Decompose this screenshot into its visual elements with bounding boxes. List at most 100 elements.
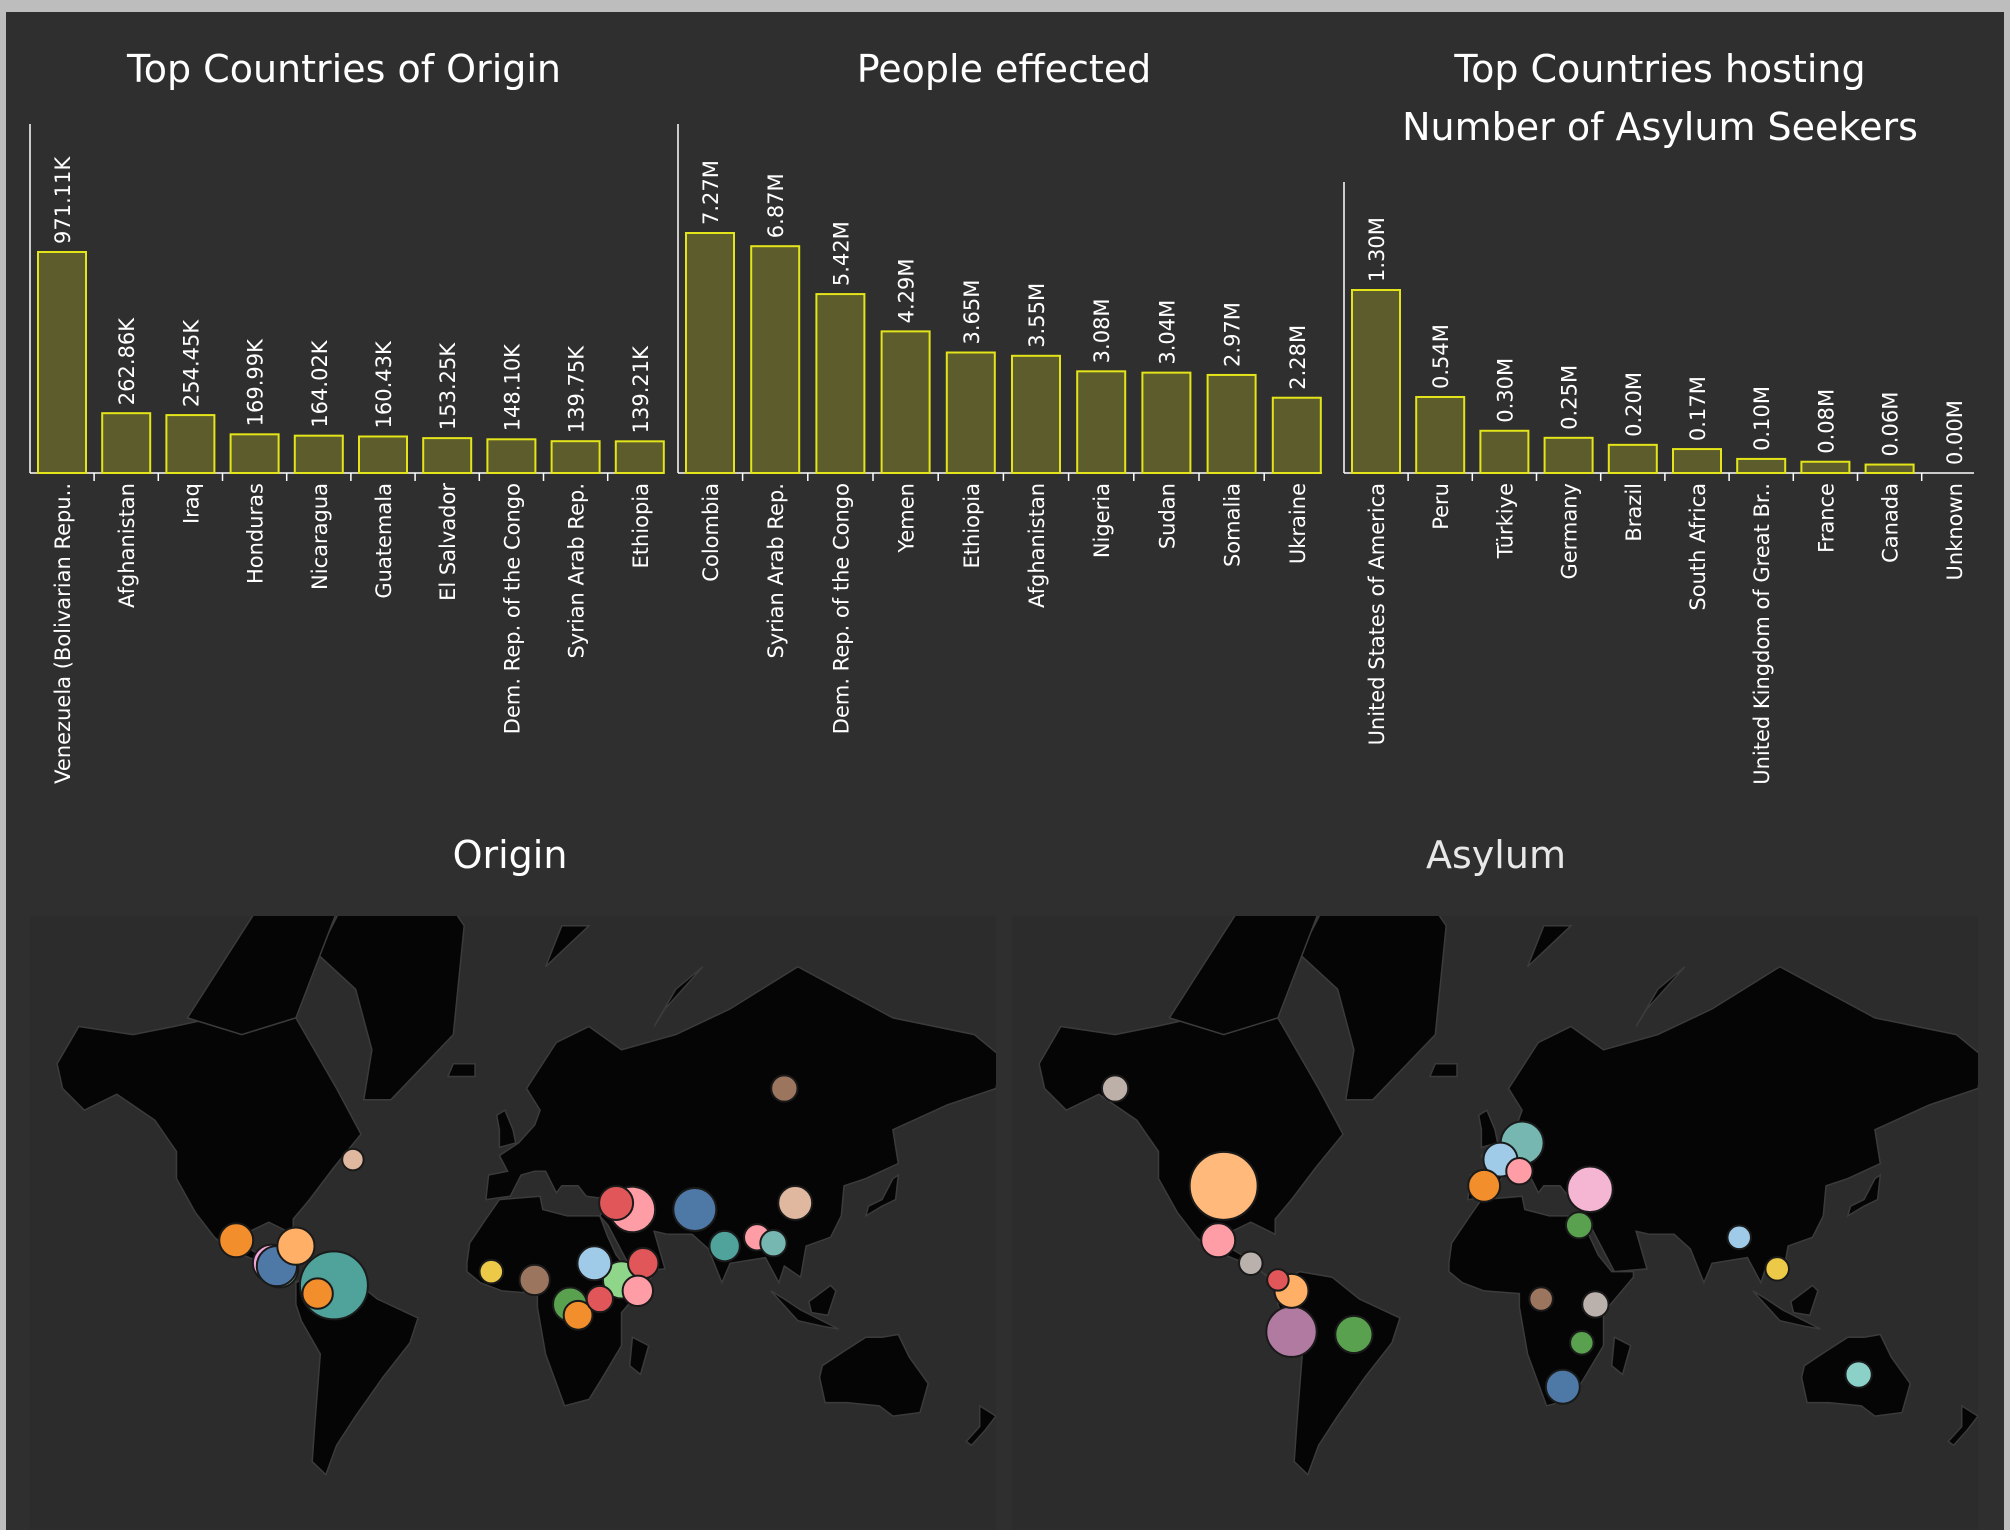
data-label: 0.06M: [1879, 392, 1903, 457]
category-label: Iraq: [179, 483, 203, 524]
map-bubble[interactable]: [1100, 1074, 1130, 1103]
landmass-nz: [1947, 1404, 1978, 1447]
map-title-origin: Origin: [453, 833, 568, 877]
data-label: 0.54M: [1429, 324, 1453, 389]
map-bubble[interactable]: [585, 1284, 614, 1314]
landmass-iceland: [1428, 1062, 1458, 1078]
landmass-madagascar: [628, 1336, 650, 1376]
bar[interactable]: [1141, 371, 1192, 474]
data-label: 254.45K: [179, 319, 203, 407]
landmass-uk: [495, 1109, 517, 1149]
map-bubble[interactable]: [1200, 1222, 1237, 1259]
category-label: Syrian Arab Rep.: [565, 483, 589, 659]
map-origin[interactable]: [30, 870, 1001, 1530]
map-bubble[interactable]: [1844, 1360, 1873, 1389]
category-label: Ukraine: [1286, 483, 1310, 564]
bar[interactable]: [1864, 463, 1915, 474]
map-bubble[interactable]: [341, 1147, 365, 1172]
map-bubble[interactable]: [1581, 1290, 1610, 1319]
bar[interactable]: [1543, 436, 1594, 474]
chart-people-effected: People effected 7.27M Colombia 6.87M Syrian…: [677, 47, 1322, 734]
category-label: Syrian Arab Rep.: [764, 483, 788, 659]
landmass-borneo: [1789, 1284, 1819, 1317]
bar[interactable]: [614, 440, 665, 474]
data-label: 7.27M: [699, 160, 723, 225]
map-bubble[interactable]: [1564, 1211, 1594, 1240]
bar[interactable]: [1206, 373, 1257, 475]
bar[interactable]: [37, 251, 87, 474]
category-label: Dem. Rep. of the Congo: [829, 483, 853, 734]
bar[interactable]: [229, 433, 280, 474]
chart-title-line-1: Top Countries hosting: [1453, 47, 1865, 91]
map-bubble[interactable]: [770, 1074, 799, 1103]
map-bubble[interactable]: [1726, 1224, 1752, 1251]
bar[interactable]: [1479, 429, 1530, 474]
bar[interactable]: [101, 412, 152, 474]
data-label: 2.28M: [1286, 325, 1310, 390]
dashboard: Top Countries of Origin 971.11K Venezuela…: [6, 12, 2004, 1530]
map-bubble[interactable]: [1764, 1256, 1790, 1282]
bar[interactable]: [815, 293, 866, 474]
map-bubble[interactable]: [598, 1184, 635, 1221]
map-bubble[interactable]: [708, 1229, 741, 1263]
bubble-layer: [218, 1074, 814, 1331]
data-label: 3.55M: [1025, 283, 1049, 348]
data-label: 3.08M: [1090, 298, 1114, 363]
bar[interactable]: [1271, 396, 1322, 475]
map-bubble[interactable]: [1569, 1330, 1595, 1356]
bar[interactable]: [1672, 448, 1722, 475]
map-bubble[interactable]: [1334, 1314, 1374, 1355]
map-bubble[interactable]: [1505, 1157, 1534, 1186]
data-label: 0.25M: [1558, 365, 1582, 430]
map-bubble[interactable]: [218, 1222, 255, 1259]
bar[interactable]: [1076, 370, 1127, 474]
bar[interactable]: [750, 245, 801, 474]
bar[interactable]: [945, 351, 996, 475]
bar[interactable]: [165, 414, 216, 474]
map-bubble[interactable]: [1265, 1305, 1318, 1358]
bar[interactable]: [1736, 457, 1787, 474]
map-bubble[interactable]: [1188, 1150, 1259, 1221]
bar[interactable]: [1351, 289, 1401, 474]
map-bubble[interactable]: [276, 1226, 316, 1266]
map-bubble[interactable]: [627, 1247, 660, 1280]
landmass-indonesia: [1752, 1290, 1821, 1330]
bar[interactable]: [880, 330, 931, 474]
bar[interactable]: [685, 232, 735, 474]
map-bubble[interactable]: [301, 1277, 334, 1310]
data-label: 0.10M: [1750, 386, 1774, 451]
bar-series: 971.11K Venezuela (Bolivarian Repu.. 262.8…: [37, 156, 665, 784]
map-bubble[interactable]: [777, 1184, 814, 1221]
map-bubble[interactable]: [1528, 1286, 1554, 1312]
map-bubble[interactable]: [478, 1258, 505, 1285]
chart-title-line: Top Countries of Origin: [126, 47, 561, 91]
map-bubble[interactable]: [1238, 1250, 1264, 1277]
map-bubble[interactable]: [562, 1299, 594, 1331]
chart-title: Top Countries of Origin: [126, 47, 561, 91]
bar[interactable]: [293, 434, 344, 475]
map-bubble[interactable]: [621, 1274, 655, 1308]
map-bubble[interactable]: [672, 1186, 718, 1232]
bar[interactable]: [422, 437, 473, 474]
map-bubble[interactable]: [1266, 1268, 1290, 1292]
bar[interactable]: [358, 435, 408, 474]
landmasses: [1038, 916, 1978, 1477]
map-bubble[interactable]: [576, 1245, 613, 1282]
bar[interactable]: [1607, 443, 1658, 475]
map-bubble[interactable]: [518, 1263, 551, 1297]
bar[interactable]: [550, 440, 601, 474]
data-label: 262.86K: [115, 317, 139, 405]
map-bubble[interactable]: [1544, 1368, 1581, 1405]
landmass-novaya: [1635, 966, 1686, 1027]
bar[interactable]: [1011, 354, 1061, 475]
map-bubble[interactable]: [759, 1229, 788, 1258]
map-asylum[interactable]: [1012, 870, 1983, 1530]
bar[interactable]: [1415, 395, 1466, 474]
bubble-layer: [1100, 1074, 1873, 1405]
map-bubble[interactable]: [1566, 1165, 1614, 1214]
landmass-greenland: [316, 916, 465, 1101]
bar[interactable]: [486, 438, 537, 475]
bar[interactable]: [1800, 460, 1851, 475]
data-label: 5.42M: [829, 221, 853, 286]
map-bubble[interactable]: [1467, 1168, 1502, 1203]
